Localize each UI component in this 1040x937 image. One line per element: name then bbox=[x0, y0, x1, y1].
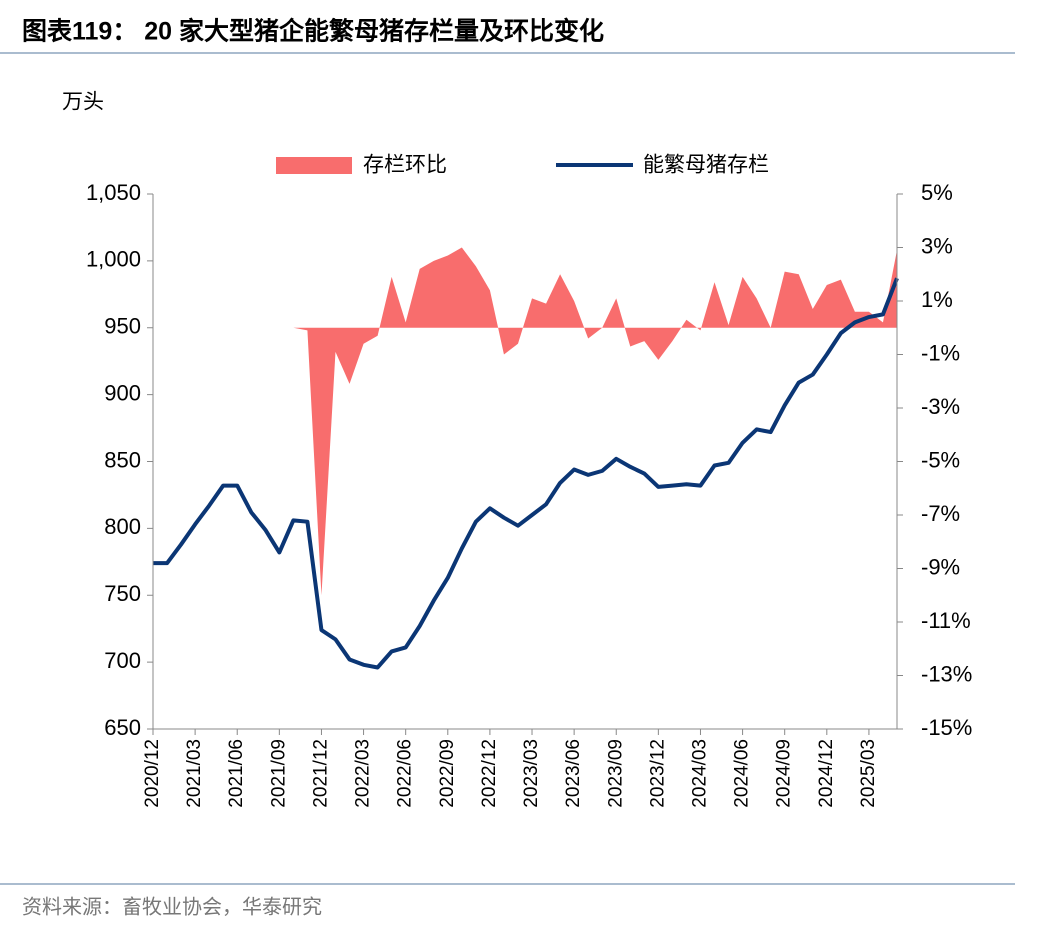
x-tick-label: 2024/06 bbox=[732, 739, 753, 808]
x-tick-label: 2024/09 bbox=[774, 739, 795, 808]
chart-title: 图表119： 20 家大型猪企能繁母猪存栏量及环比变化 bbox=[22, 17, 604, 46]
x-tick-label: 2021/03 bbox=[184, 739, 205, 808]
y-tick-label: 650 bbox=[104, 715, 141, 740]
x-tick-label: 2023/09 bbox=[605, 739, 626, 808]
x-tick-label: 2021/09 bbox=[268, 739, 289, 808]
x-tick-label: 2023/12 bbox=[647, 739, 668, 808]
y-tick-label: 800 bbox=[104, 514, 141, 539]
y2-tick-label: -5% bbox=[921, 447, 960, 472]
y2-tick-label: -13% bbox=[921, 661, 972, 686]
x-tick-label: 2023/06 bbox=[563, 739, 584, 808]
y-tick-label: 850 bbox=[104, 447, 141, 472]
y2-tick-label: -11% bbox=[921, 608, 971, 633]
y2-tick-label: -1% bbox=[921, 340, 960, 365]
x-tick-label: 2025/03 bbox=[858, 739, 879, 808]
x-tick-label: 2021/06 bbox=[226, 739, 247, 808]
x-tick-label: 2022/09 bbox=[437, 739, 458, 808]
x-tick-label: 2021/12 bbox=[310, 739, 331, 808]
legend-label: 存栏环比 bbox=[363, 154, 447, 177]
x-tick-label: 2022/06 bbox=[395, 739, 416, 808]
x-tick-label: 2024/12 bbox=[816, 739, 837, 808]
x-tick-label: 2020/12 bbox=[142, 739, 163, 808]
source: 资料来源：畜牧业协会，华泰研究 bbox=[22, 895, 322, 918]
y-tick-label: 900 bbox=[104, 380, 141, 405]
y2-tick-label: 3% bbox=[921, 233, 953, 258]
legend-label: 能繁母猪存栏 bbox=[643, 154, 769, 177]
y2-tick-label: -7% bbox=[921, 501, 960, 526]
y-axis-label: 万头 bbox=[62, 91, 104, 114]
y-tick-label: 750 bbox=[104, 581, 141, 606]
y2-tick-label: -9% bbox=[921, 554, 960, 579]
x-tick-label: 2023/03 bbox=[521, 739, 542, 808]
y-tick-label: 700 bbox=[104, 648, 141, 673]
x-tick-label: 2022/03 bbox=[353, 739, 374, 808]
y-tick-label: 1,050 bbox=[86, 180, 141, 205]
y2-tick-label: 5% bbox=[921, 180, 953, 205]
y2-tick-label: -3% bbox=[921, 394, 960, 419]
legend-swatch bbox=[276, 157, 352, 174]
y-tick-label: 950 bbox=[104, 314, 141, 339]
y2-tick-label: -15% bbox=[921, 715, 972, 740]
x-tick-label: 2024/03 bbox=[689, 739, 710, 808]
line bbox=[153, 277, 899, 670]
area bbox=[293, 247, 898, 596]
x-tick-label: 2022/12 bbox=[479, 739, 500, 808]
y-tick-label: 1,000 bbox=[86, 247, 141, 272]
y2-tick-label: 1% bbox=[921, 287, 953, 312]
